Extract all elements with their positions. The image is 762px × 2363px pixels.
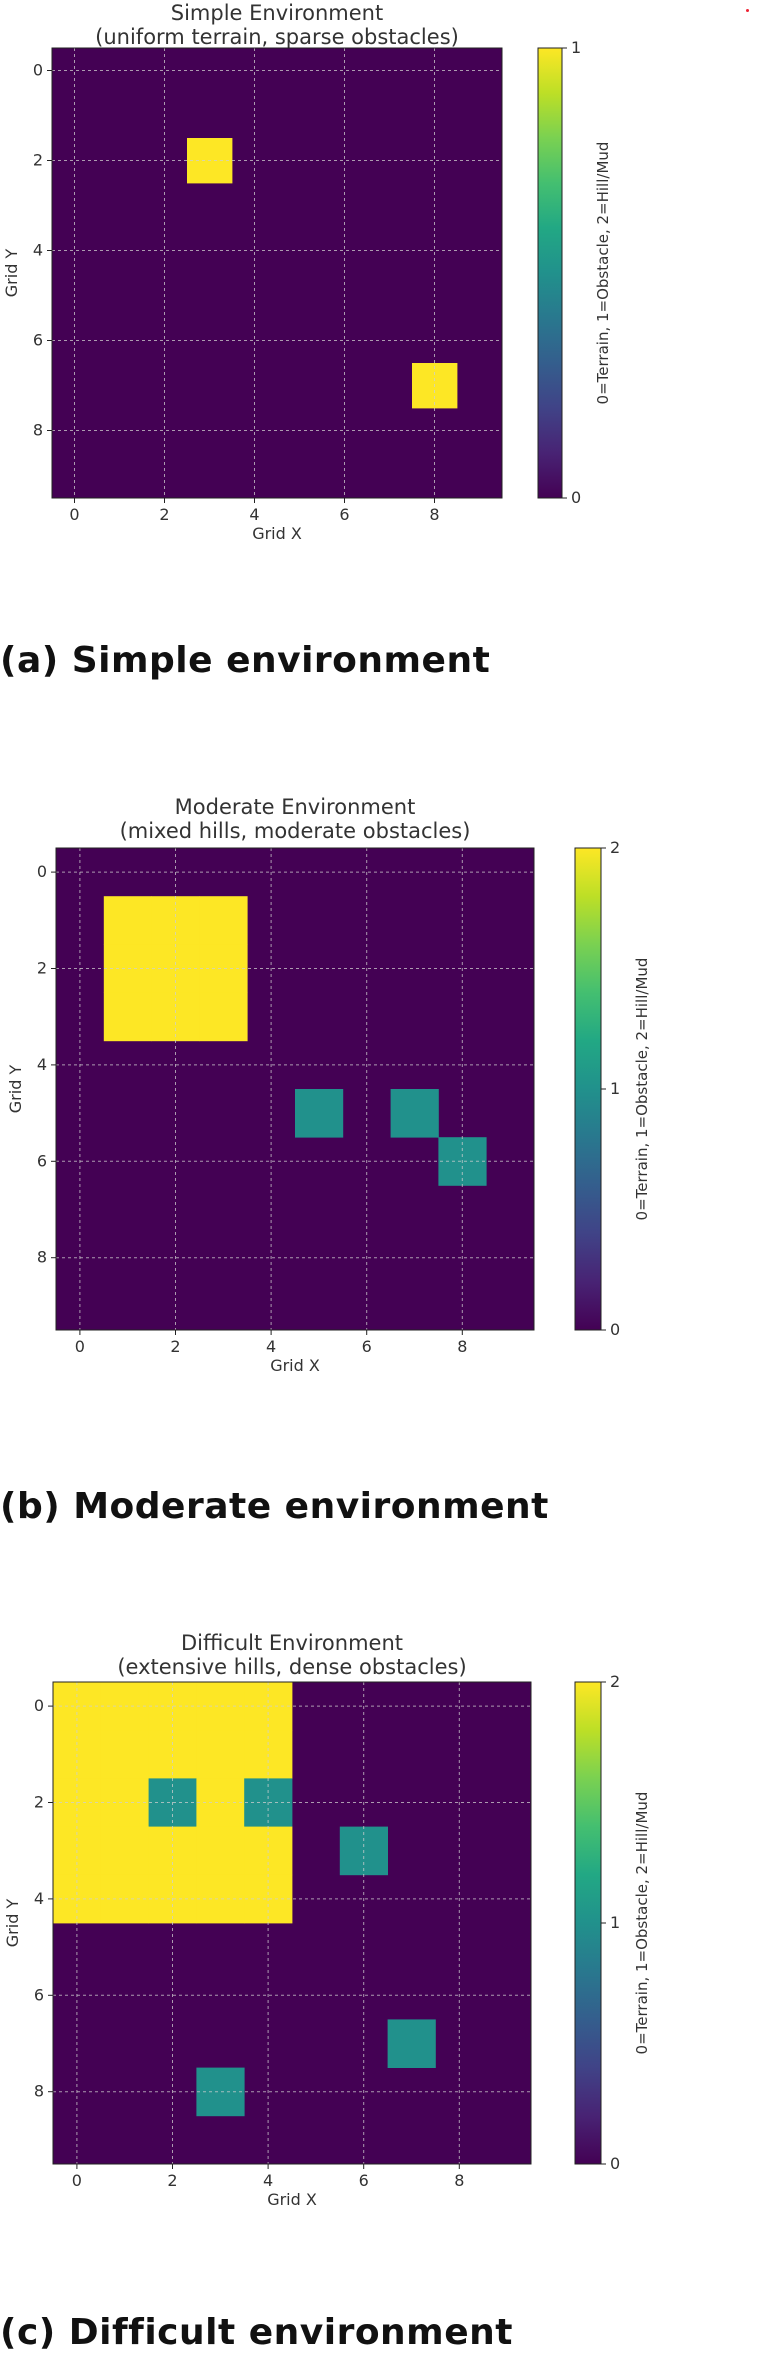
y-tick-label: 4	[34, 1889, 44, 1908]
heatmap-cell	[199, 992, 248, 1042]
x-tick-label: 0	[75, 1337, 85, 1356]
chart-panel-simple: Simple Environment (uniform terrain, spar…	[0, 0, 762, 700]
chart-panel-moderate: Moderate Environment (mixed hills, modera…	[0, 790, 762, 1550]
heatmap-cell	[199, 896, 248, 945]
colorbar-tick-label: 1	[610, 1913, 620, 1932]
y-axis-label: Grid Y	[3, 1899, 22, 1948]
x-tick-label: 2	[159, 505, 169, 524]
colorbar-tick-label: 1	[610, 1079, 620, 1098]
colorbar-tick-label: 2	[610, 1672, 620, 1691]
heatmap-cell	[390, 1089, 439, 1138]
axes-frame	[51, 47, 503, 499]
colorbar	[537, 47, 563, 499]
colorbar-label: 0=Terrain, 1=Obstacle, 2=Hill/Mud	[633, 958, 651, 1221]
x-tick-label: 8	[429, 505, 439, 524]
x-tick-label: 2	[170, 1337, 180, 1356]
y-tick-label: 4	[33, 241, 43, 260]
x-tick-label: 4	[266, 1337, 276, 1356]
colorbar-tick-label: 0	[610, 2154, 620, 2173]
x-tick-label: 8	[457, 1337, 467, 1356]
y-tick-label: 8	[34, 2082, 44, 2101]
x-tick-label: 0	[72, 2171, 82, 2190]
y-tick-label: 0	[37, 862, 47, 881]
heatmap-cell	[103, 896, 152, 945]
colorbar	[574, 847, 602, 1331]
heatmap-chart-moderate: Moderate Environment(mixed hills, modera…	[6, 795, 651, 1375]
colorbar-tick-label: 2	[610, 838, 620, 857]
chart-title: Simple Environment	[171, 1, 383, 25]
heatmap-cell	[196, 1826, 245, 1876]
y-tick-label: 8	[33, 421, 43, 440]
colorbar	[574, 1681, 602, 2165]
heatmap-background	[52, 48, 502, 498]
heatmap-cell	[100, 1826, 149, 1876]
y-tick-label: 6	[34, 1985, 44, 2004]
axes-frame	[55, 847, 535, 1331]
y-axis-label: Grid Y	[6, 1065, 25, 1114]
y-tick-label: 2	[37, 959, 47, 978]
x-tick-label: 8	[454, 2171, 464, 2190]
chart-subtitle: (extensive hills, dense obstacles)	[117, 1655, 466, 1679]
x-axis-label: Grid X	[267, 2190, 317, 2209]
x-axis-label: Grid X	[270, 1356, 320, 1375]
chart-title: Moderate Environment	[175, 795, 416, 819]
colorbar-tick-label: 0	[571, 488, 581, 507]
heatmap-cell	[103, 992, 152, 1042]
y-tick-label: 0	[33, 61, 43, 80]
heatmap-chart-difficult: Difficult Environment(extensive hills, d…	[3, 1631, 651, 2209]
y-tick-label: 6	[37, 1151, 47, 1170]
x-tick-label: 4	[263, 2171, 273, 2190]
y-tick-label: 8	[37, 1248, 47, 1267]
chart-panel-difficult: Difficult Environment (extensive hills, d…	[0, 1630, 762, 2363]
caption-moderate: (b) Moderate environment	[0, 1486, 549, 1527]
heatmap-cell	[295, 1089, 344, 1138]
heatmap-cell	[196, 1730, 245, 1779]
x-tick-label: 2	[167, 2171, 177, 2190]
x-tick-label: 6	[359, 2171, 369, 2190]
y-tick-label: 2	[34, 1793, 44, 1812]
y-tick-label: 0	[34, 1696, 44, 1715]
axes-frame	[52, 1681, 532, 2165]
y-tick-label: 6	[33, 331, 43, 350]
x-tick-label: 6	[339, 505, 349, 524]
heatmap-chart-simple: Simple Environment(uniform terrain, spar…	[2, 1, 612, 543]
x-axis-label: Grid X	[252, 524, 302, 543]
y-tick-label: 4	[37, 1055, 47, 1074]
colorbar-label: 0=Terrain, 1=Obstacle, 2=Hill/Mud	[594, 142, 612, 405]
chart-title: Difficult Environment	[181, 1631, 403, 1655]
caption-simple: (a) Simple environment	[0, 640, 491, 681]
heatmap-cell	[387, 2019, 436, 2068]
heatmap-cell	[100, 1730, 149, 1779]
chart-subtitle: (uniform terrain, sparse obstacles)	[95, 25, 459, 49]
red-dot-marker	[746, 9, 749, 12]
y-axis-label: Grid Y	[2, 249, 21, 298]
y-tick-label: 2	[33, 151, 43, 170]
chart-subtitle: (mixed hills, moderate obstacles)	[120, 819, 471, 843]
colorbar-tick-label: 1	[571, 38, 581, 57]
x-tick-label: 4	[249, 505, 259, 524]
x-tick-label: 6	[362, 1337, 372, 1356]
caption-difficult: (c) Difficult environment	[0, 2312, 513, 2353]
x-tick-label: 0	[69, 505, 79, 524]
colorbar-tick-label: 0	[610, 1320, 620, 1339]
colorbar-label: 0=Terrain, 1=Obstacle, 2=Hill/Mud	[633, 1792, 651, 2055]
